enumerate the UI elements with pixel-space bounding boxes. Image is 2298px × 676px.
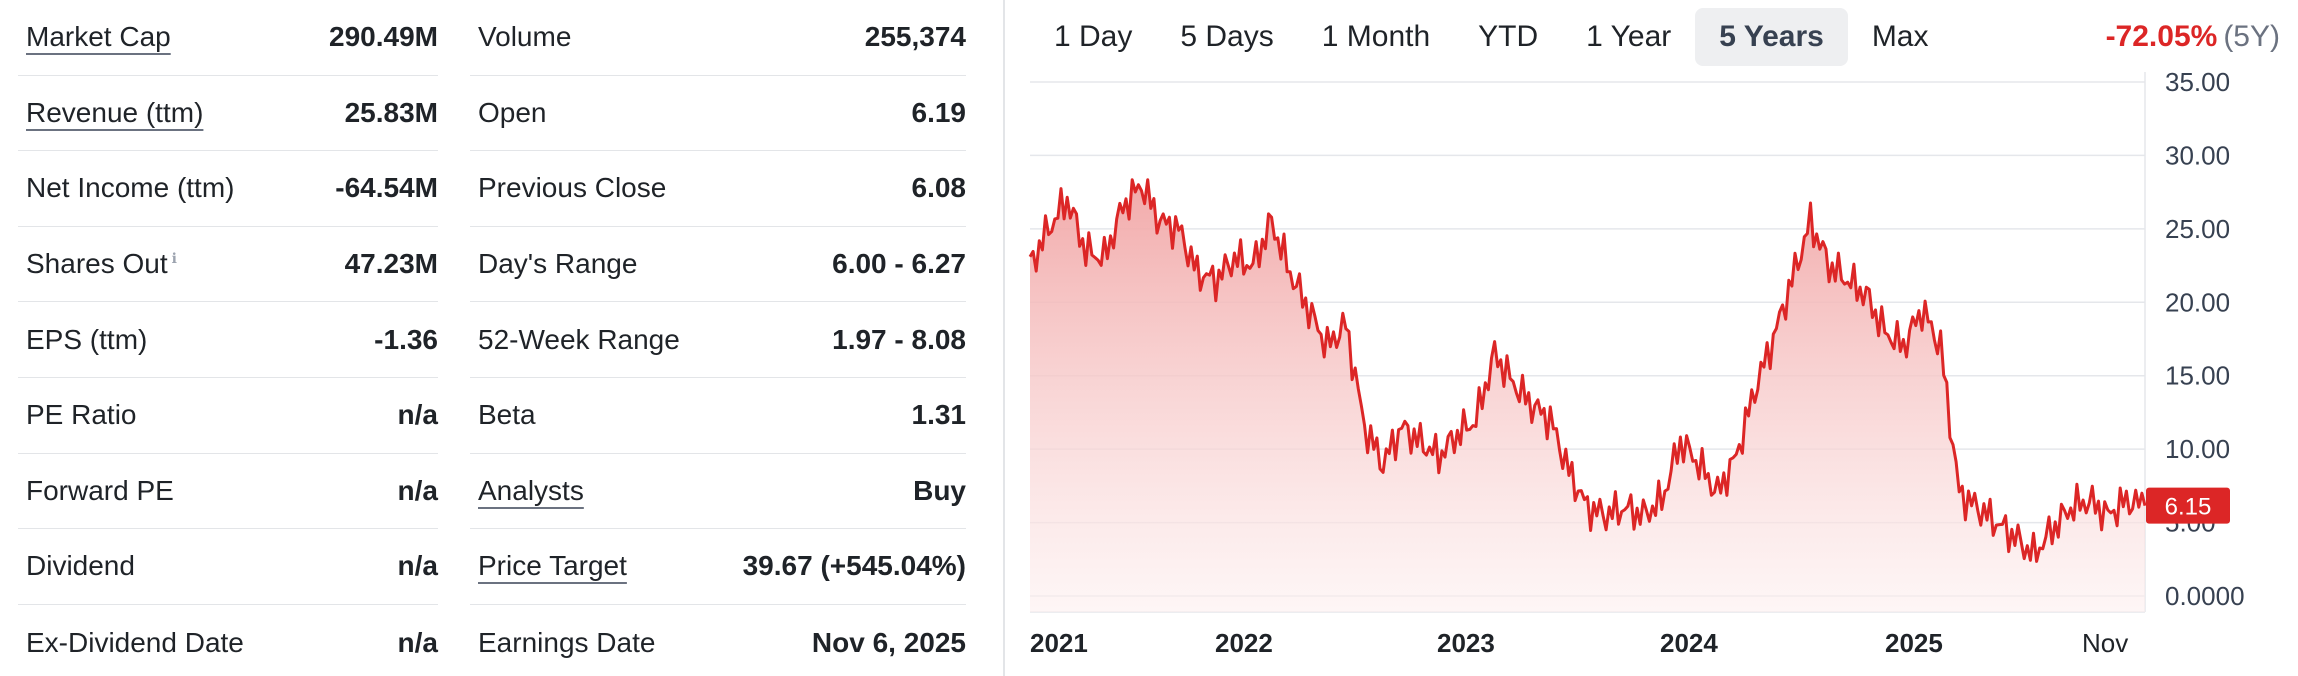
y-tick-label: 35.00 <box>2165 67 2230 97</box>
price-change-percent: -72.05% <box>2105 20 2218 53</box>
stat-label-wrap: Shares Out ℹ <box>18 248 177 280</box>
stat-label-link[interactable]: Revenue (ttm) <box>26 96 204 128</box>
stat-row: Ex-Dividend Date n/a <box>18 605 438 676</box>
price-area <box>1030 179 2145 612</box>
time-range-tabs: 1 Day 5 Days 1 Month YTD 1 Year 5 Years Max <box>1030 8 1953 66</box>
y-tick-label: 30.00 <box>2165 140 2230 170</box>
stat-row: Shares Out ℹ 47.23M <box>18 227 438 303</box>
stat-row: EPS (ttm) -1.36 <box>18 302 438 378</box>
stat-label-link[interactable]: Analysts <box>478 474 584 506</box>
stat-row: Open 6.19 <box>470 76 966 152</box>
key-stats-left-column: Market Cap 290.49M Revenue (ttm) 25.83M Net … <box>18 0 438 676</box>
stat-value: 290.49M <box>329 21 438 53</box>
stat-row: Volume 255,374 <box>470 0 966 76</box>
y-tick-label: 20.00 <box>2165 287 2230 317</box>
price-line <box>1028 178 2147 563</box>
stat-row: PE Ratio n/a <box>18 378 438 454</box>
key-stats-right-column: Volume 255,374 Open 6.19 Previous Close 6.08 D… <box>470 0 966 676</box>
info-icon[interactable]: ℹ <box>171 249 177 266</box>
stat-value: 39.67 (+545.04%) <box>742 550 966 582</box>
y-tick-label: 25.00 <box>2165 214 2230 244</box>
chart-price-line <box>1028 178 2147 563</box>
tab-1-day[interactable]: 1 Day <box>1054 20 1133 53</box>
stat-label: Previous Close <box>478 172 667 204</box>
x-tick-label: 2023 <box>1437 628 1495 658</box>
tab-1-year[interactable]: 1 Year <box>1586 20 1672 53</box>
stat-row: Dividend n/a <box>18 529 438 605</box>
stat-label: Day's Range <box>478 248 638 280</box>
tab-5-years[interactable]: 5 Years <box>1695 8 1848 66</box>
stat-value: -1.36 <box>374 323 438 355</box>
chart-x-axis-labels: 2021 2022 2023 2024 2025 Nov <box>1030 628 2128 658</box>
stat-label: Ex-Dividend Date <box>26 626 244 658</box>
stat-label: Earnings Date <box>478 626 656 658</box>
stat-row: Analysts Buy <box>470 454 966 530</box>
stat-label: Forward PE <box>26 474 174 506</box>
stat-row: Market Cap 290.49M <box>18 0 438 76</box>
stat-row: Beta 1.31 <box>470 378 966 454</box>
panel-divider <box>1003 0 1005 676</box>
tab-max[interactable]: Max <box>1871 20 1929 53</box>
stat-row: Earnings Date Nov 6, 2025 <box>470 605 966 676</box>
stat-value: 255,374 <box>864 21 966 53</box>
stat-row: Price Target 39.67 (+545.04%) <box>470 529 966 605</box>
x-tick-label: 2025 <box>1885 628 1943 658</box>
stat-value: Nov 6, 2025 <box>811 626 966 658</box>
tab-5-days[interactable]: 5 Days <box>1180 20 1274 53</box>
current-price-badge-bg <box>2146 487 2230 524</box>
tab-ytd[interactable]: YTD <box>1478 20 1539 53</box>
stat-row: Forward PE n/a <box>18 454 438 530</box>
stat-value: n/a <box>397 626 438 658</box>
stat-row: Revenue (ttm) 25.83M <box>18 76 438 152</box>
chart-area-fill <box>1030 179 2145 612</box>
stat-value: 6.00 - 6.27 <box>832 248 966 280</box>
stat-value: Buy <box>913 474 966 506</box>
stat-value: 25.83M <box>344 96 438 128</box>
stat-label: Volume <box>478 21 572 53</box>
stat-value: n/a <box>397 550 438 582</box>
stat-label: Shares Out <box>26 248 168 280</box>
stat-label: Dividend <box>26 550 135 582</box>
stat-value: 1.97 - 8.08 <box>832 323 966 355</box>
y-tick-label: 0.0000 <box>2165 581 2245 611</box>
stat-label-link[interactable]: Price Target <box>478 550 627 582</box>
stat-label: PE Ratio <box>26 399 137 431</box>
stat-value: n/a <box>397 399 438 431</box>
stat-label: Net Income (ttm) <box>26 172 235 204</box>
stat-value: 47.23M <box>344 248 438 280</box>
current-price-badge: 6.15 <box>2146 487 2230 524</box>
stat-row: Net Income (ttm) -64.54M <box>18 151 438 227</box>
x-tick-label: 2024 <box>1660 628 1718 658</box>
price-change-period: (5Y) <box>2223 20 2280 53</box>
stat-value: n/a <box>397 474 438 506</box>
x-tick-label: Nov <box>2082 628 2128 658</box>
x-tick-label: 2022 <box>1215 628 1273 658</box>
stat-row: Previous Close 6.08 <box>470 151 966 227</box>
stat-value: -64.54M <box>335 172 438 204</box>
tab-1-month[interactable]: 1 Month <box>1321 20 1431 53</box>
current-price-label: 6.15 <box>2165 494 2212 521</box>
stat-label: Open <box>478 96 547 128</box>
stat-value: 6.08 <box>911 172 967 204</box>
stat-label: Beta <box>478 399 536 431</box>
y-tick-label: 15.00 <box>2165 361 2230 391</box>
x-tick-label: 2021 <box>1030 628 1088 658</box>
price-change-summary: -72.05% (5Y) <box>2106 20 2280 54</box>
y-tick-label: 10.00 <box>2165 434 2230 464</box>
stat-value: 1.31 <box>911 399 967 431</box>
stat-value: 6.19 <box>911 96 967 128</box>
stat-label: 52-Week Range <box>478 323 680 355</box>
stat-row: Day's Range 6.00 - 6.27 <box>470 227 966 303</box>
stat-label-link[interactable]: Market Cap <box>26 21 171 53</box>
stat-label: EPS (ttm) <box>26 323 148 355</box>
stat-row: 52-Week Range 1.97 - 8.08 <box>470 302 966 378</box>
